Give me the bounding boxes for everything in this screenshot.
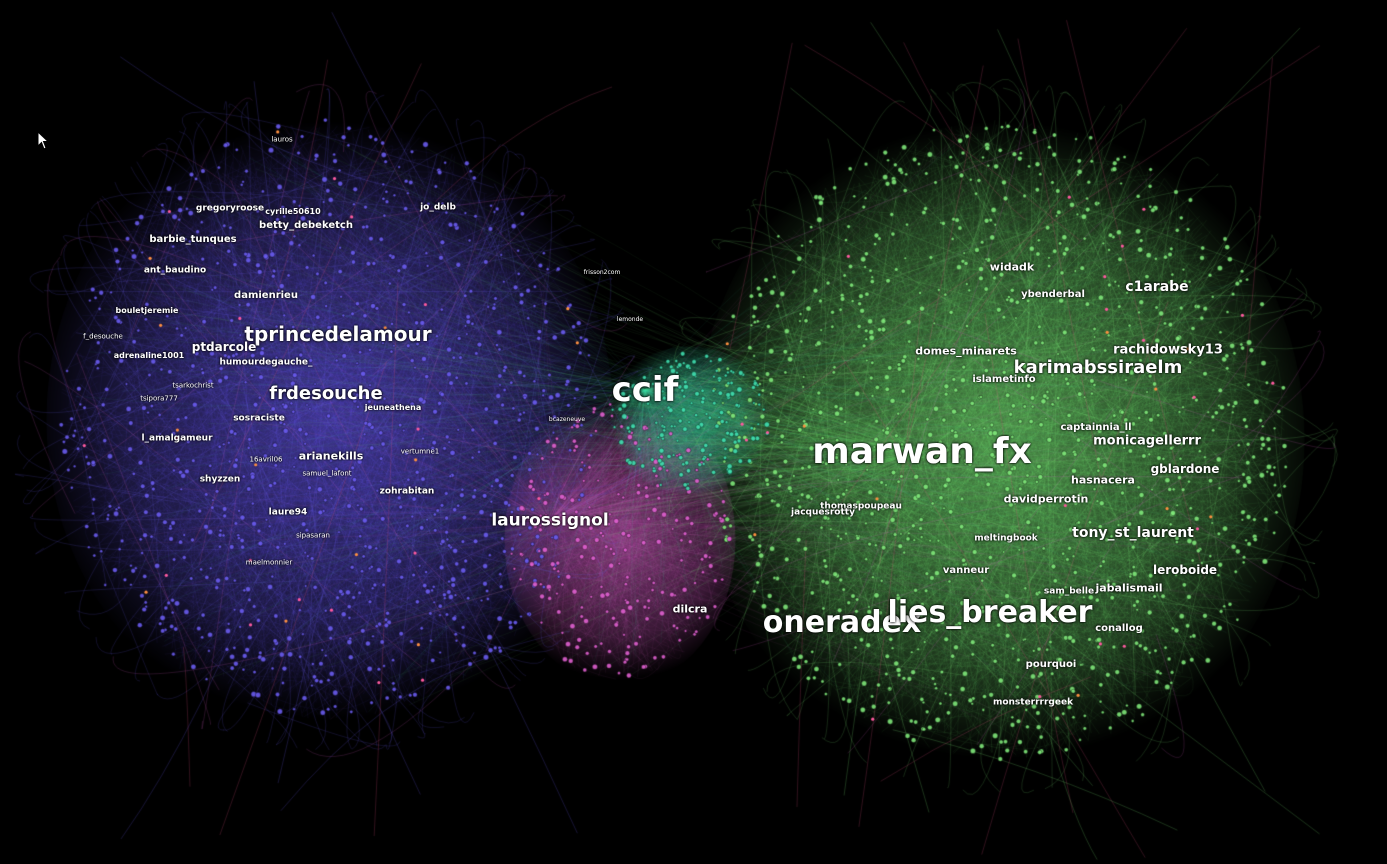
mouse-cursor-icon — [37, 131, 50, 150]
